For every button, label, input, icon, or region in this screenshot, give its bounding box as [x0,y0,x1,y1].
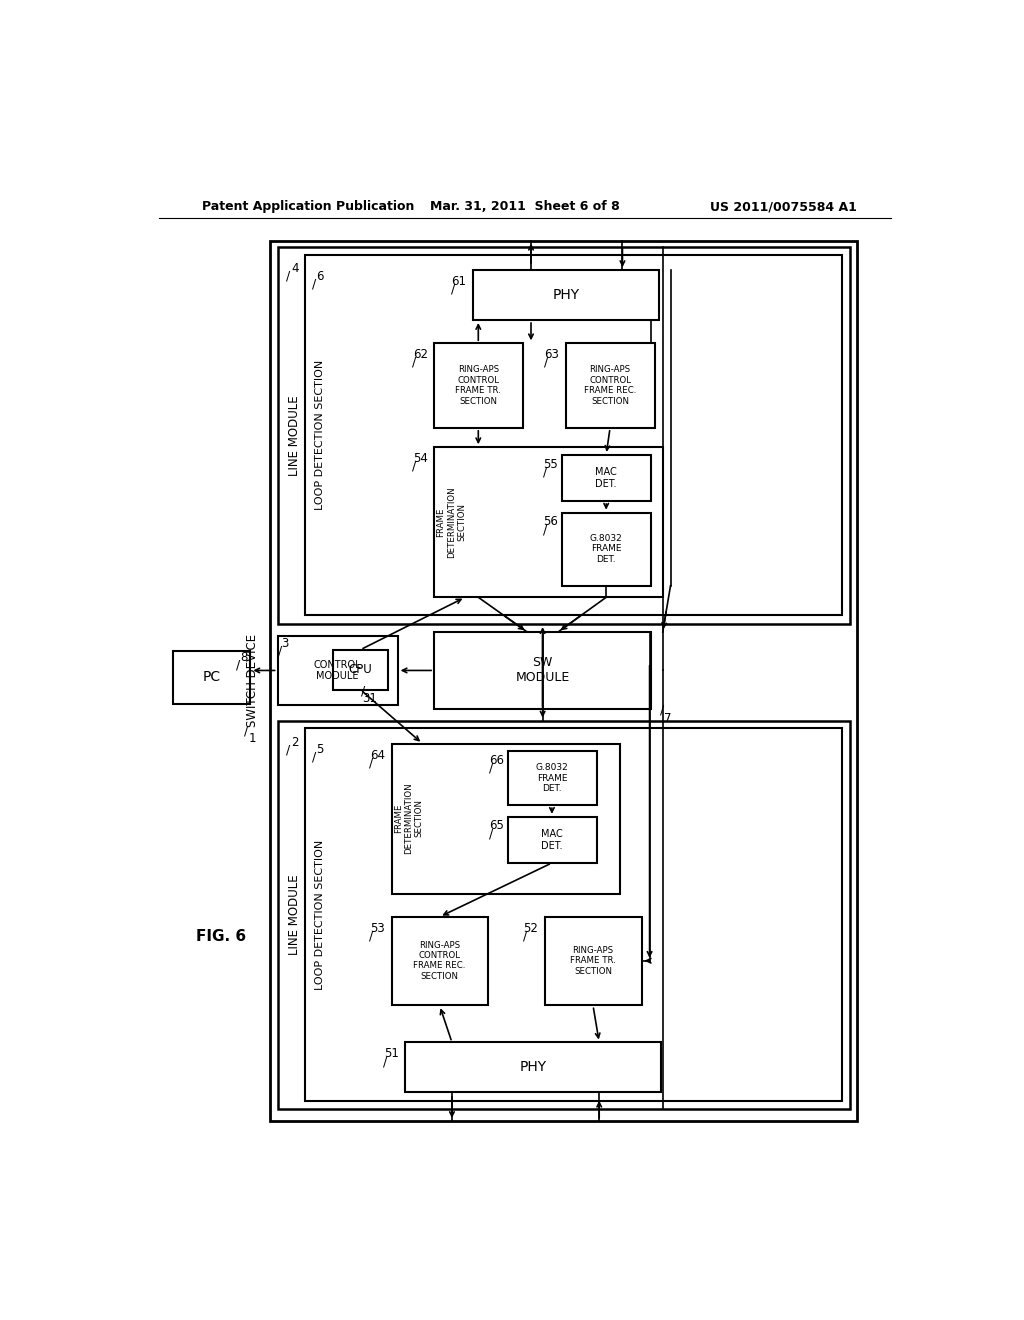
Bar [173,651,251,704]
Text: /: / [312,277,316,290]
Bar [391,917,488,1006]
Text: 31: 31 [362,693,377,705]
Text: FRAME
DETERMINATION
SECTION: FRAME DETERMINATION SECTION [393,783,424,854]
Bar [391,743,621,894]
Text: Mar. 31, 2011  Sheet 6 of 8: Mar. 31, 2011 Sheet 6 of 8 [430,201,620,214]
Text: 54: 54 [413,453,428,465]
Text: PHY: PHY [552,288,580,302]
Text: 55: 55 [543,458,558,471]
Text: /: / [370,756,374,770]
Text: 51: 51 [384,1047,399,1060]
Text: FIG. 6: FIG. 6 [197,928,247,944]
Text: 4: 4 [291,261,298,275]
Text: 8: 8 [241,651,248,664]
Bar [508,817,597,863]
Text: LOOP DETECTION SECTION: LOOP DETECTION SECTION [315,840,326,990]
Text: /: / [370,929,374,942]
Bar [545,917,642,1006]
Bar [305,729,842,1101]
Text: US 2011/0075584 A1: US 2011/0075584 A1 [710,201,856,214]
Text: /: / [278,644,282,657]
Text: 61: 61 [452,275,466,288]
Bar [278,721,850,1109]
Text: /: / [287,269,291,282]
Bar [406,1043,662,1093]
Text: /: / [412,356,416,370]
Text: LINE MODULE: LINE MODULE [288,874,301,954]
Text: /: / [543,523,547,536]
Text: 56: 56 [543,515,558,528]
Text: 52: 52 [523,921,539,935]
Text: 7: 7 [665,711,672,725]
Text: /: / [522,929,527,942]
Text: PC: PC [203,671,221,684]
Text: SWITCH DEVICE: SWITCH DEVICE [247,634,259,727]
Text: /: / [488,828,493,841]
Text: 66: 66 [488,754,504,767]
Text: RING-APS
CONTROL
FRAME TR.
SECTION: RING-APS CONTROL FRAME TR. SECTION [456,366,501,405]
Text: /: / [488,762,493,775]
Text: FRAME
DETERMINATION
SECTION: FRAME DETERMINATION SECTION [436,486,466,557]
Bar [434,632,651,709]
Text: 62: 62 [413,348,428,362]
Text: /: / [361,685,366,698]
Text: /: / [383,1055,387,1068]
Bar [305,255,842,615]
Text: 6: 6 [316,269,324,282]
Text: 2: 2 [291,735,298,748]
Text: 53: 53 [370,921,385,935]
Bar [562,455,651,502]
Text: /: / [659,704,665,717]
Text: RING-APS
CONTROL
FRAME REC.
SECTION: RING-APS CONTROL FRAME REC. SECTION [414,941,466,981]
Text: /: / [236,659,241,672]
Bar [562,512,651,586]
Text: Patent Application Publication: Patent Application Publication [202,201,414,214]
Text: /: / [245,723,249,737]
Text: /: / [451,282,455,296]
Text: G.8032
FRAME
DET.: G.8032 FRAME DET. [590,533,623,564]
Bar [508,751,597,805]
Text: RING-APS
CONTROL
FRAME REC.
SECTION: RING-APS CONTROL FRAME REC. SECTION [584,366,636,405]
Text: MAC
DET.: MAC DET. [541,829,563,850]
Text: MAC
DET.: MAC DET. [595,467,617,488]
Text: /: / [543,465,547,478]
Text: G.8032
FRAME
DET.: G.8032 FRAME DET. [536,763,568,793]
Bar [434,343,523,428]
Bar [434,447,663,598]
Text: 63: 63 [545,348,559,362]
Text: /: / [544,356,548,370]
Bar [334,649,388,689]
Bar [278,247,850,624]
Text: 5: 5 [316,743,324,756]
Bar [566,343,655,428]
Text: LOOP DETECTION SECTION: LOOP DETECTION SECTION [315,360,326,510]
Text: 1: 1 [249,731,257,744]
Text: RING-APS
FRAME TR.
SECTION: RING-APS FRAME TR. SECTION [570,946,616,975]
Text: 65: 65 [488,820,504,833]
Bar [270,240,857,1121]
Text: SW
MODULE: SW MODULE [515,656,569,685]
Text: 64: 64 [370,748,385,762]
Bar [473,271,658,321]
Text: /: / [412,459,416,473]
Text: /: / [312,751,316,764]
Text: 3: 3 [282,638,289,649]
Bar [278,636,397,705]
Text: CPU: CPU [348,663,373,676]
Text: LINE MODULE: LINE MODULE [288,395,301,477]
Text: CONTROL
MODULE: CONTROL MODULE [313,660,361,681]
Text: /: / [287,743,291,756]
Text: PHY: PHY [520,1060,547,1074]
